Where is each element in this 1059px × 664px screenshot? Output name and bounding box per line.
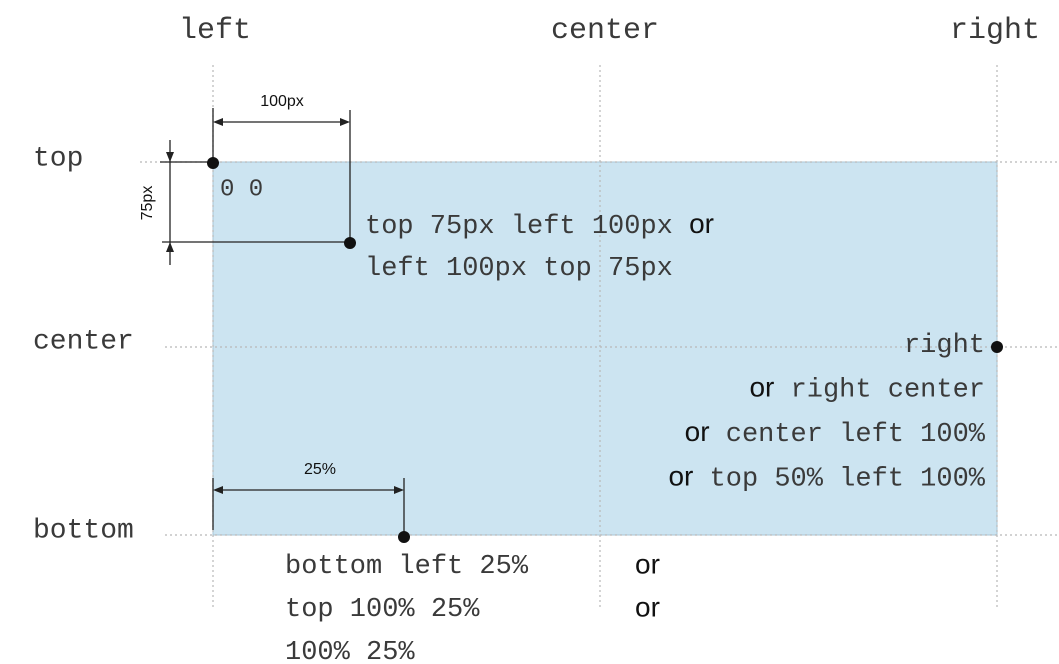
or-word: or xyxy=(749,372,774,403)
code: 100% 25% xyxy=(285,638,415,664)
annotation: top 75px left 100px or left 100px top 75p… xyxy=(365,208,714,284)
point xyxy=(344,237,356,249)
column-label: center xyxy=(551,14,659,48)
or-word: or xyxy=(685,416,710,447)
code: top 100% 25% xyxy=(285,595,480,625)
space xyxy=(673,212,689,242)
annotation-line: or top 50% left 100% xyxy=(668,461,985,495)
code: left 100px top 75px xyxy=(365,254,673,284)
annotation-line: bottom left 25% xyxy=(285,552,529,582)
annotation: bottom left 25% or top 100% 25% or 100% 25% xyxy=(285,548,660,664)
dimension-75px: 75px xyxy=(139,140,350,265)
space xyxy=(710,420,726,450)
or-word: or xyxy=(635,591,660,622)
space xyxy=(774,376,790,406)
code: right xyxy=(904,331,985,361)
annotation-line: top 75px left 100px or xyxy=(365,208,714,242)
origin-label: 0 0 xyxy=(220,176,263,203)
code: bottom left 25% xyxy=(285,552,529,582)
dimension-25pct: 25% xyxy=(212,461,405,537)
point xyxy=(991,341,1003,353)
point xyxy=(398,531,410,543)
code: top 50% left 100% xyxy=(710,465,986,495)
annotation-line: top 100% 25% xyxy=(285,595,480,625)
code: center left 100% xyxy=(726,420,986,450)
element-box xyxy=(212,161,998,536)
annotation-line: or right center xyxy=(749,372,985,406)
dimension-100px: 100px xyxy=(212,93,351,243)
point xyxy=(207,157,219,169)
annotation-line: 100% 25% xyxy=(285,638,415,664)
or-word: or xyxy=(635,548,660,579)
code: top 75px left 100px xyxy=(365,212,673,242)
annotation-line: right xyxy=(904,331,985,361)
row-label: bottom xyxy=(33,515,134,546)
or-word: or xyxy=(689,208,714,239)
column-label: left xyxy=(179,14,251,48)
dimension-label: 25% xyxy=(304,461,336,478)
space xyxy=(693,465,709,495)
column-label: right xyxy=(950,14,1040,48)
dimension-label: 100px xyxy=(260,93,304,110)
row-label: center xyxy=(33,326,134,357)
annotation-line: or center left 100% xyxy=(685,416,986,450)
code: right center xyxy=(791,376,985,406)
dimension-label: 75px xyxy=(139,186,156,221)
annotation-line: left 100px top 75px xyxy=(365,254,673,284)
or-word: or xyxy=(668,461,693,492)
row-label: top xyxy=(33,143,83,174)
